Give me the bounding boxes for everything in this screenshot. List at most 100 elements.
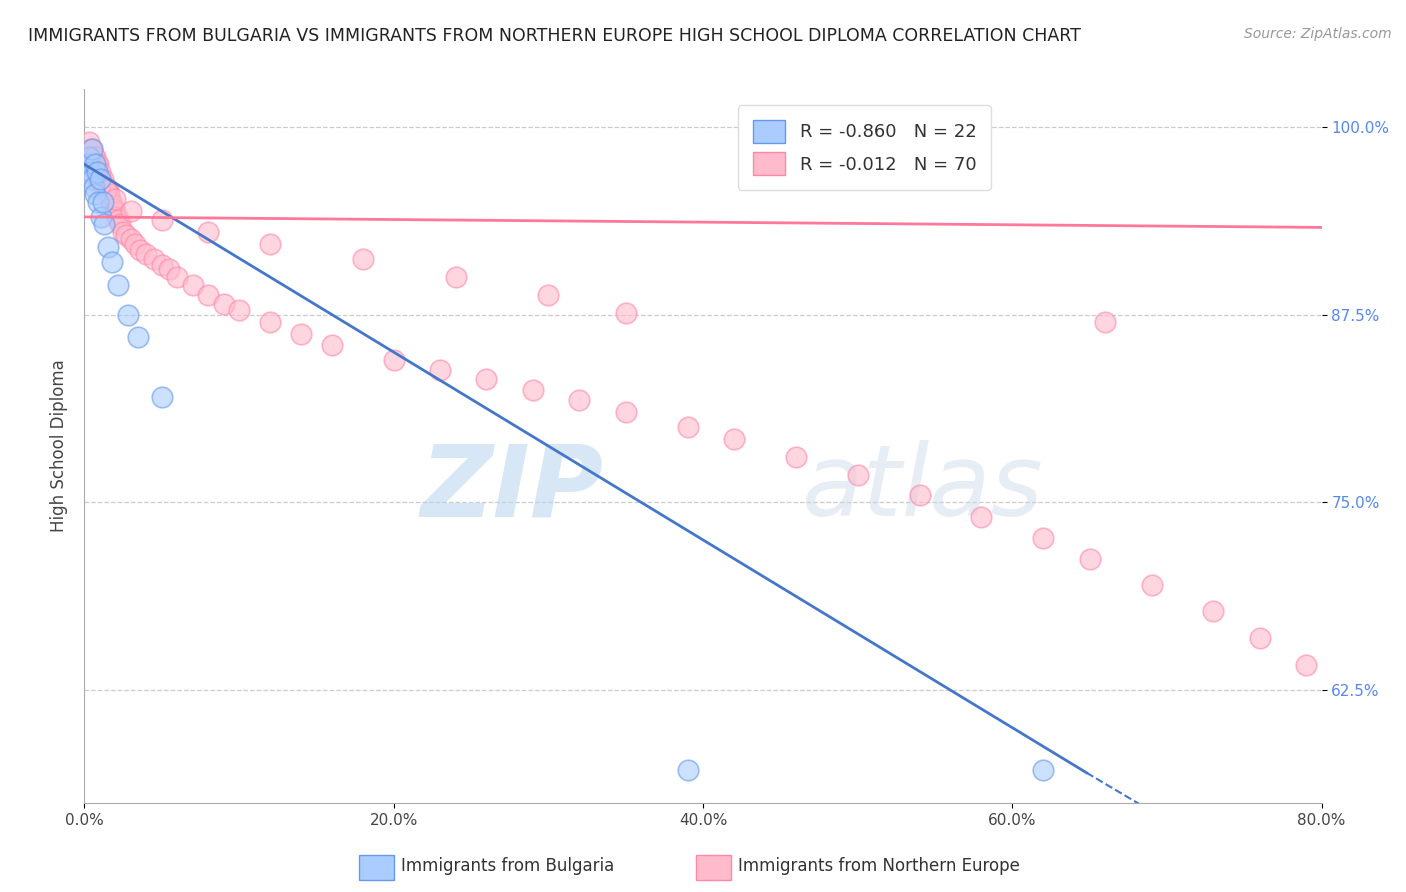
Point bbox=[87, 157, 110, 171]
Point bbox=[82, 142, 104, 156]
Point bbox=[259, 315, 281, 329]
Point bbox=[352, 252, 374, 266]
Point bbox=[166, 270, 188, 285]
Point bbox=[135, 247, 157, 261]
Point bbox=[970, 510, 993, 524]
Point bbox=[908, 488, 931, 502]
Point bbox=[115, 227, 138, 242]
Point bbox=[84, 157, 107, 171]
Point bbox=[101, 255, 124, 269]
Point bbox=[159, 262, 180, 277]
Point bbox=[105, 210, 128, 224]
Point bbox=[117, 308, 139, 322]
Point bbox=[124, 236, 146, 251]
Point bbox=[1032, 532, 1054, 546]
Point bbox=[84, 187, 107, 202]
Y-axis label: High School Diploma: High School Diploma bbox=[49, 359, 67, 533]
Point bbox=[91, 194, 114, 209]
Point bbox=[94, 179, 117, 194]
Point bbox=[259, 236, 281, 251]
Point bbox=[723, 432, 745, 446]
Point bbox=[83, 168, 105, 182]
Point bbox=[103, 202, 125, 217]
Point bbox=[101, 198, 124, 212]
Legend: R = -0.860   N = 22, R = -0.012   N = 70: R = -0.860 N = 22, R = -0.012 N = 70 bbox=[738, 105, 991, 190]
Point bbox=[568, 393, 591, 408]
Point bbox=[1295, 657, 1317, 672]
Point bbox=[382, 352, 405, 367]
Point bbox=[93, 179, 115, 194]
Point bbox=[77, 135, 100, 149]
Point bbox=[104, 205, 127, 219]
Point bbox=[522, 383, 544, 397]
Point bbox=[127, 330, 149, 344]
Point bbox=[107, 213, 129, 227]
Point bbox=[1202, 603, 1225, 617]
Point bbox=[475, 372, 498, 386]
Point bbox=[96, 183, 118, 197]
Point bbox=[150, 213, 173, 227]
Text: IMMIGRANTS FROM BULGARIA VS IMMIGRANTS FROM NORTHERN EUROPE HIGH SCHOOL DIPLOMA : IMMIGRANTS FROM BULGARIA VS IMMIGRANTS F… bbox=[28, 27, 1081, 45]
Point bbox=[143, 252, 166, 266]
Point bbox=[150, 258, 173, 272]
Point bbox=[94, 183, 117, 197]
Point bbox=[120, 203, 142, 218]
Point bbox=[90, 210, 112, 224]
Point bbox=[104, 192, 127, 206]
Point bbox=[83, 179, 105, 194]
Point bbox=[785, 450, 807, 465]
Point bbox=[87, 194, 110, 209]
Point bbox=[89, 165, 111, 179]
Point bbox=[676, 420, 699, 434]
Point bbox=[83, 150, 105, 164]
Point bbox=[100, 194, 122, 209]
Point bbox=[84, 150, 107, 164]
Point bbox=[89, 177, 111, 191]
Point bbox=[197, 225, 219, 239]
Point bbox=[93, 218, 115, 232]
Point bbox=[212, 297, 235, 311]
Point bbox=[614, 405, 637, 419]
Point bbox=[98, 187, 121, 202]
Point bbox=[89, 172, 111, 186]
Point bbox=[79, 142, 101, 156]
Point bbox=[1032, 763, 1054, 777]
Point bbox=[86, 157, 108, 171]
Point bbox=[444, 270, 467, 285]
Point bbox=[77, 150, 100, 164]
Point bbox=[537, 288, 560, 302]
Point bbox=[107, 277, 129, 292]
Text: Immigrants from Bulgaria: Immigrants from Bulgaria bbox=[401, 857, 614, 875]
Point bbox=[228, 303, 250, 318]
Point bbox=[79, 165, 101, 179]
Point bbox=[197, 288, 219, 302]
Point bbox=[321, 337, 343, 351]
Point bbox=[120, 232, 142, 246]
Point bbox=[91, 172, 114, 186]
Point bbox=[429, 363, 451, 377]
Point bbox=[129, 243, 152, 257]
Point bbox=[82, 172, 104, 186]
Point bbox=[96, 240, 118, 254]
Point bbox=[1140, 578, 1163, 592]
Point bbox=[1249, 631, 1271, 645]
Point bbox=[108, 218, 131, 232]
Text: ZIP: ZIP bbox=[420, 441, 605, 537]
Point bbox=[181, 277, 204, 292]
Point bbox=[86, 165, 108, 179]
Point bbox=[290, 327, 312, 342]
Point bbox=[77, 161, 100, 176]
Point bbox=[76, 157, 98, 171]
Point bbox=[676, 763, 699, 777]
Point bbox=[82, 142, 104, 156]
Point bbox=[1078, 552, 1101, 566]
Text: Source: ZipAtlas.com: Source: ZipAtlas.com bbox=[1244, 27, 1392, 41]
Text: Immigrants from Northern Europe: Immigrants from Northern Europe bbox=[738, 857, 1019, 875]
Point bbox=[150, 390, 173, 404]
Point bbox=[846, 468, 869, 483]
Point bbox=[90, 172, 112, 186]
Point bbox=[112, 225, 135, 239]
Point bbox=[1094, 315, 1116, 329]
Text: atlas: atlas bbox=[801, 441, 1043, 537]
Point bbox=[614, 306, 637, 320]
